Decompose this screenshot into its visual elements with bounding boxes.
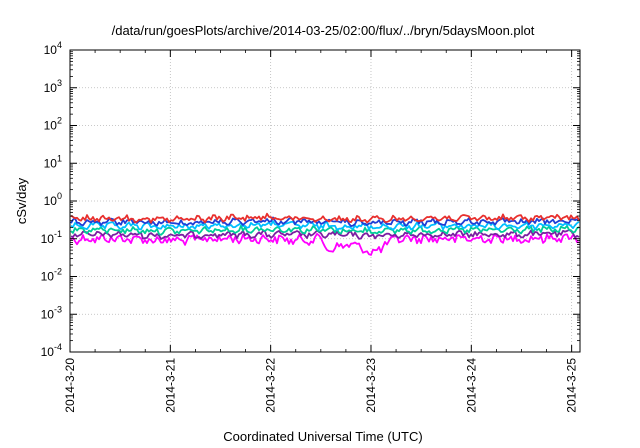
y-tick-label: 104	[44, 40, 62, 57]
y-tick-label: 10-3	[41, 304, 62, 321]
y-tick-label: 10-2	[41, 267, 62, 284]
x-tick-label: 2014-3-25	[565, 358, 579, 413]
y-tick-label: 103	[44, 78, 62, 95]
series-group	[70, 212, 580, 256]
y-tick-label: 10-4	[41, 342, 62, 359]
series-line	[70, 229, 580, 240]
y-tick-label: 10-1	[41, 229, 62, 246]
x-ticks: 2014-3-20 2014-3-21 2014-3-22 2014-3-23 2014…	[63, 50, 579, 413]
y-axis-label: cSv/day	[14, 177, 29, 224]
series-line	[70, 232, 580, 256]
x-tick-label: 2014-3-23	[364, 358, 378, 413]
chart-title: /data/run/goesPlots/archive/2014-03-25/0…	[112, 23, 535, 38]
y-ticks: 10-4 10-3 10-2 10-1 100 101 102 103 104	[41, 40, 580, 359]
x-tick-label: 2014-3-24	[464, 358, 478, 413]
series-line	[70, 216, 580, 227]
x-tick-label: 2014-3-22	[264, 358, 278, 413]
series-line	[70, 212, 580, 224]
y-tick-label: 102	[44, 116, 62, 133]
x-tick-label: 2014-3-21	[163, 358, 177, 413]
y-tick-label: 101	[44, 153, 62, 170]
grid	[70, 50, 580, 352]
series-line	[70, 224, 580, 236]
x-tick-label: 2014-3-20	[63, 358, 77, 413]
y-tick-label: 100	[44, 191, 62, 208]
x-axis-label: Coordinated Universal Time (UTC)	[223, 429, 422, 444]
